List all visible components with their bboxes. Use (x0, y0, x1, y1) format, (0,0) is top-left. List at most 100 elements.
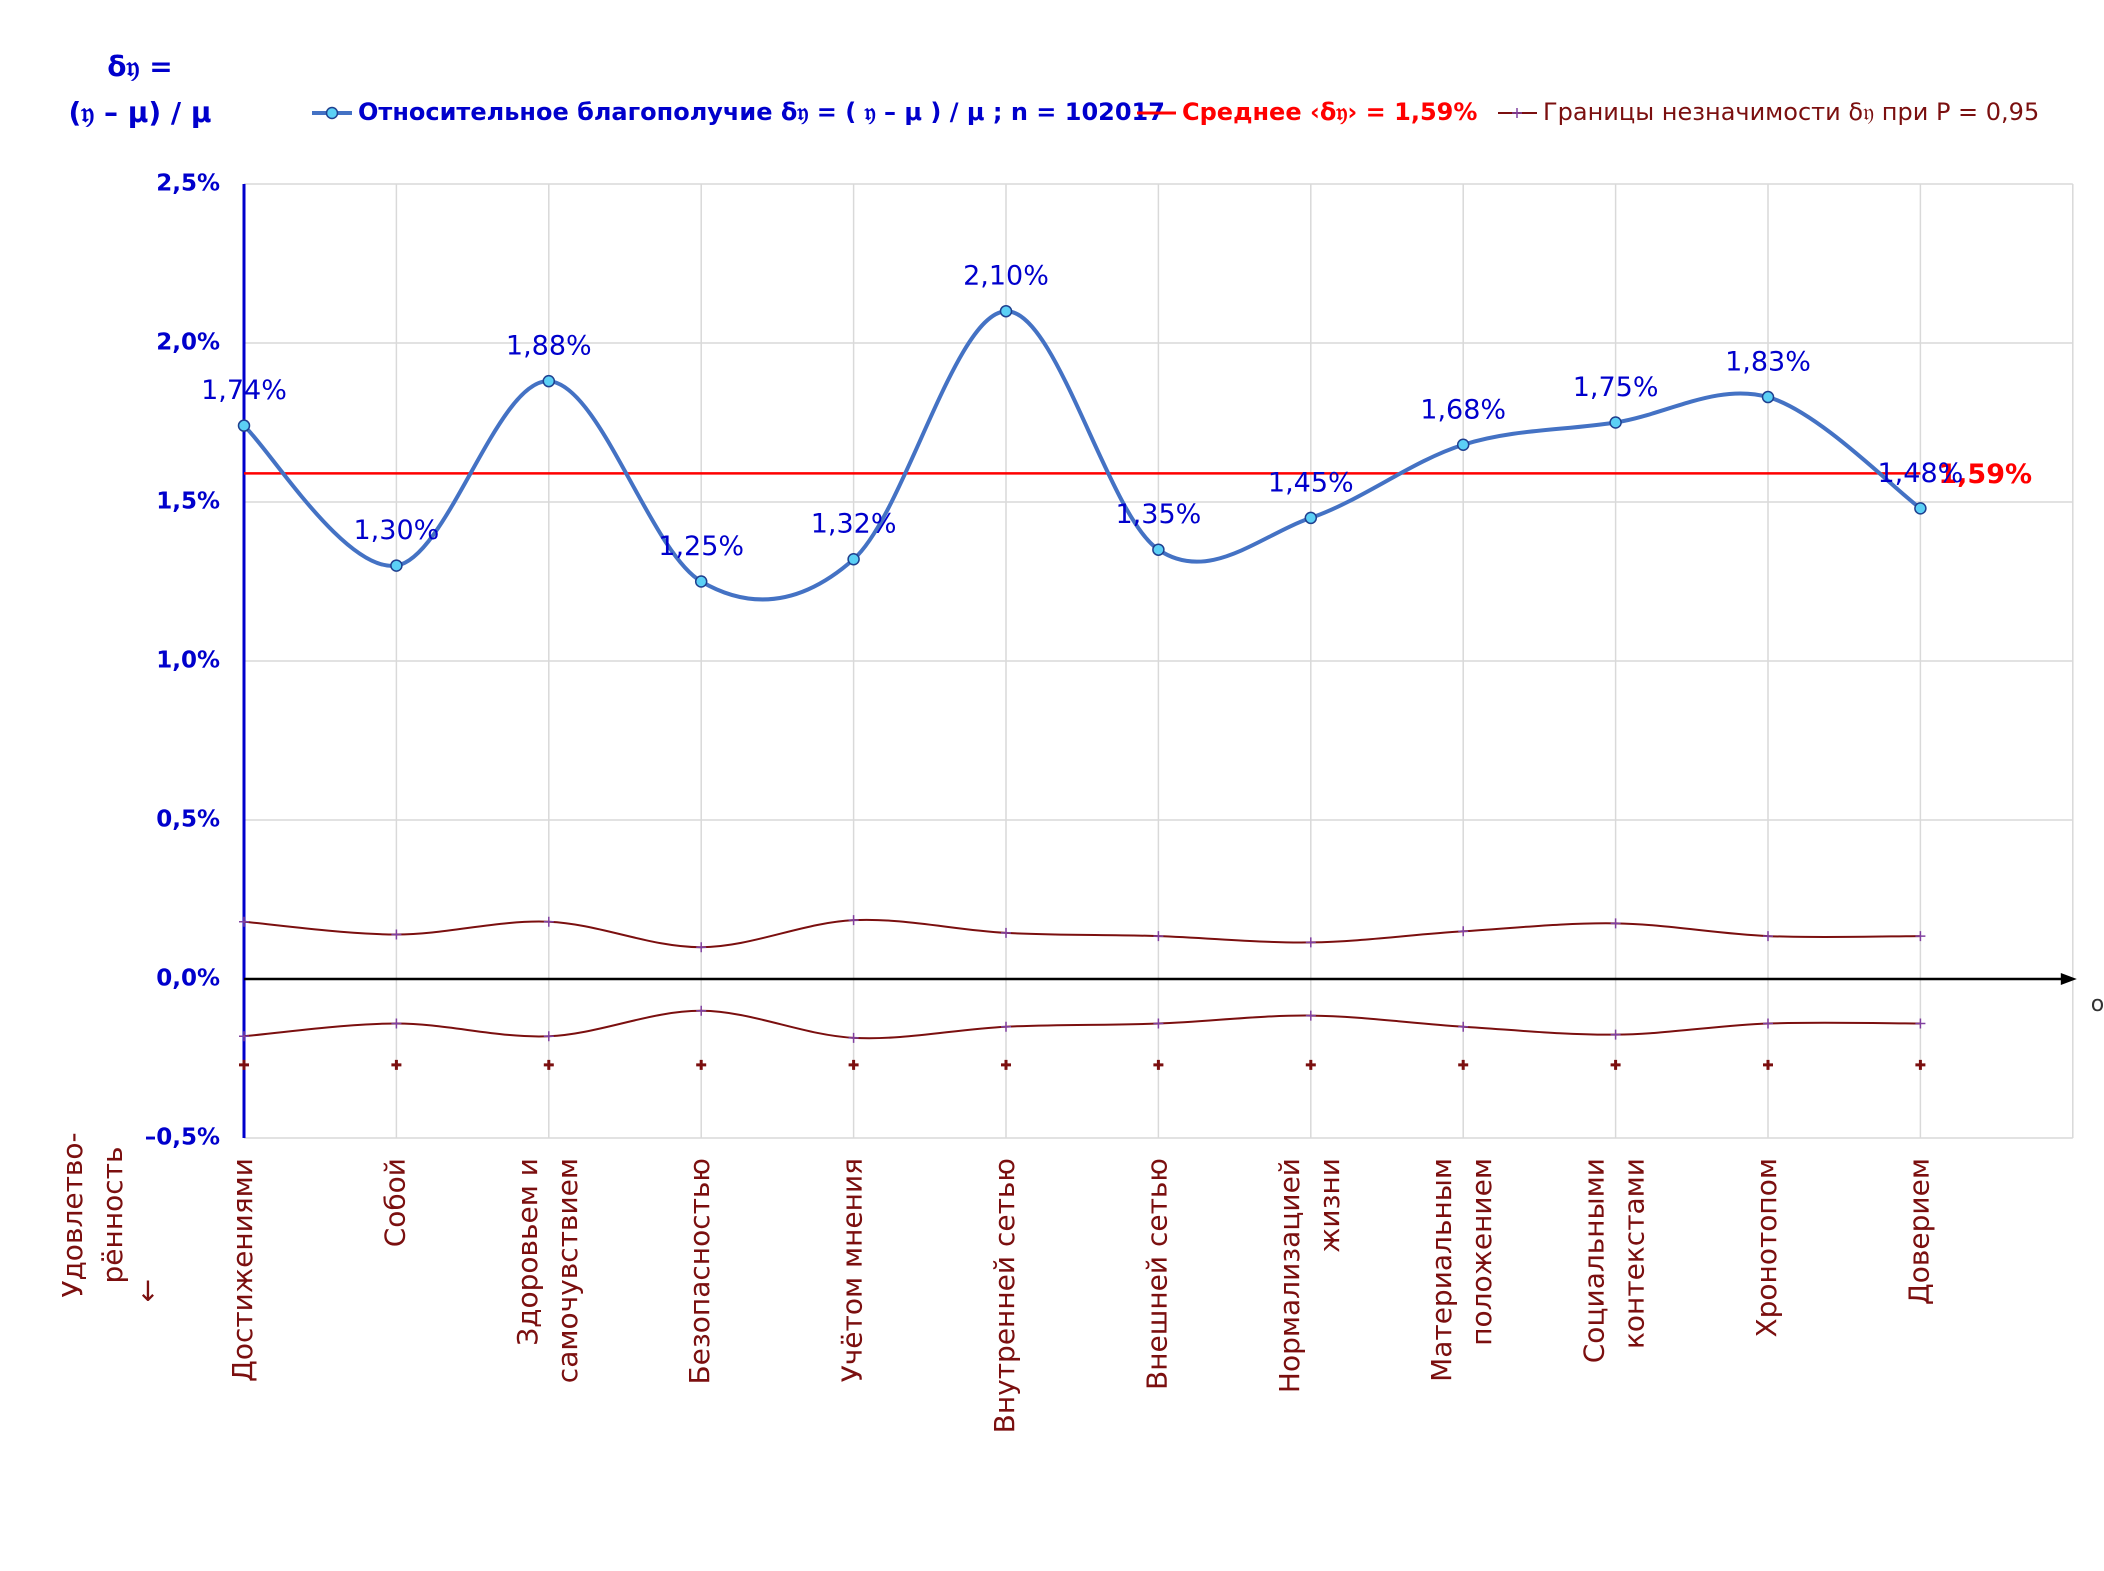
boundary-marker (1305, 1010, 1316, 1021)
legend-label: Среднее ‹δ𝔶› = 1,59% (1182, 98, 1477, 126)
x-tick-label: Здоровьем и (511, 1158, 544, 1346)
boundary-cross (239, 1059, 249, 1070)
data-point (694, 575, 708, 588)
boundary-cross (1305, 1059, 1316, 1070)
x-tick-label: Внутренней сетью (988, 1158, 1021, 1433)
x-tick-label: Собой (378, 1158, 411, 1247)
data-label: 1,45% (1268, 467, 1354, 498)
mean-label: 1,59% (1938, 459, 2032, 490)
data-point (542, 374, 556, 388)
data-label: 1,75% (1573, 372, 1659, 403)
x-tick-label: Учётом мнения (836, 1158, 869, 1382)
data-point (1152, 543, 1165, 556)
y-tick-label: 2,0% (156, 330, 220, 356)
x-axis-label: ox (2091, 992, 2104, 1017)
data-point (847, 552, 860, 566)
y-axis-title: (𝔶 – μ) / μ (69, 96, 212, 129)
data-label: 1,32% (811, 509, 897, 540)
x-tick-label: Безопасностью (683, 1158, 716, 1385)
series-line (243, 1009, 1921, 1040)
x-axis-arrow (2060, 973, 2077, 985)
series-line (243, 918, 1921, 949)
data-point (999, 304, 1013, 318)
boundary-cross (1153, 1059, 1164, 1070)
boundary-marker (391, 929, 402, 940)
boundary-marker (1610, 918, 1621, 929)
boundary-marker (1915, 1018, 1926, 1029)
y-tick-label: 2,5% (156, 171, 220, 197)
y-tick-label: –0,5% (145, 1125, 220, 1151)
boundary-cross (1763, 1059, 1773, 1070)
series-line (242, 309, 1922, 602)
x-axis-title: Удовлетво- (56, 1132, 89, 1297)
x-tick-label: Нормализацией (1273, 1158, 1306, 1393)
boundary-marker (1915, 931, 1926, 942)
boundary-cross (543, 1059, 554, 1070)
boundary-marker (239, 916, 249, 927)
x-axis-title-arrow: ↓ (136, 1275, 159, 1308)
data-label: 1,48% (1878, 458, 1964, 489)
legend-label: Границы незначимости δ𝔶 при P = 0,95 (1543, 98, 2039, 126)
boundary-marker (391, 1018, 402, 1029)
x-tick-label: Материальным (1425, 1158, 1458, 1382)
boundary-marker (543, 1031, 554, 1042)
x-tick-label: Достижениями (226, 1158, 259, 1382)
x-tick-label: самочувствием (551, 1158, 584, 1383)
data-label: 1,35% (1116, 499, 1202, 530)
data-label: 1,30% (354, 515, 440, 546)
y-tick-label: 0,0% (156, 966, 220, 992)
boundary-marker (1001, 927, 1011, 938)
boundary-cross (1001, 1059, 1011, 1070)
legend-marker (1512, 108, 1522, 118)
boundary-cross (1458, 1059, 1469, 1070)
data-point (1609, 416, 1622, 429)
boundary-cross (1915, 1059, 1926, 1070)
boundary-marker (1001, 1021, 1011, 1032)
legend-label: Относительное благополучие δ𝔶 = ( 𝔶 – μ … (358, 98, 1165, 126)
x-tick-label: Хронотопом (1750, 1158, 1783, 1338)
x-tick-label: Внешней сетью (1140, 1158, 1173, 1390)
boundary-cross (391, 1059, 402, 1070)
data-point (237, 419, 251, 432)
boundary-marker (1153, 1018, 1164, 1029)
boundary-marker (1763, 931, 1773, 942)
data-point (1761, 390, 1775, 404)
boundary-marker (1153, 931, 1164, 942)
y-tick-label: 1,0% (156, 648, 220, 674)
boundary-marker (696, 942, 707, 953)
boundary-cross (696, 1059, 707, 1070)
data-label: 1,88% (506, 331, 592, 362)
boundary-marker (1763, 1018, 1773, 1029)
data-point (1456, 438, 1470, 452)
boundary-cross (848, 1059, 859, 1070)
boundary-marker (1458, 1021, 1469, 1032)
x-axis-title: рённость (96, 1147, 129, 1284)
x-tick-label: жизни (1313, 1158, 1346, 1253)
boundary-marker (1610, 1029, 1621, 1040)
data-label: 2,10% (963, 261, 1049, 292)
data-label: 1,83% (1725, 347, 1811, 378)
boundary-marker (543, 916, 554, 927)
data-label: 1,25% (658, 531, 744, 562)
y-axis-title: δ𝔶 = (107, 50, 172, 83)
data-label: 1,68% (1420, 394, 1506, 425)
y-tick-label: 0,5% (156, 807, 220, 833)
data-label: 1,74% (201, 375, 287, 406)
boundary-marker (1305, 937, 1316, 948)
boundary-marker (239, 1031, 249, 1042)
x-tick-label: Доверием (1902, 1158, 1935, 1305)
data-point (390, 559, 403, 572)
y-tick-label: 1,5% (156, 489, 220, 515)
legend-marker (325, 106, 339, 120)
x-tick-label: контекстами (1618, 1158, 1651, 1349)
boundary-marker (696, 1005, 707, 1016)
x-tick-label: положением (1465, 1158, 1498, 1346)
boundary-cross (1610, 1059, 1621, 1070)
boundary-marker (848, 915, 859, 926)
data-point (1304, 511, 1318, 525)
data-point (1914, 502, 1927, 515)
boundary-marker (1458, 926, 1469, 937)
boundary-marker (848, 1032, 859, 1043)
x-tick-label: Социальными (1578, 1158, 1611, 1363)
